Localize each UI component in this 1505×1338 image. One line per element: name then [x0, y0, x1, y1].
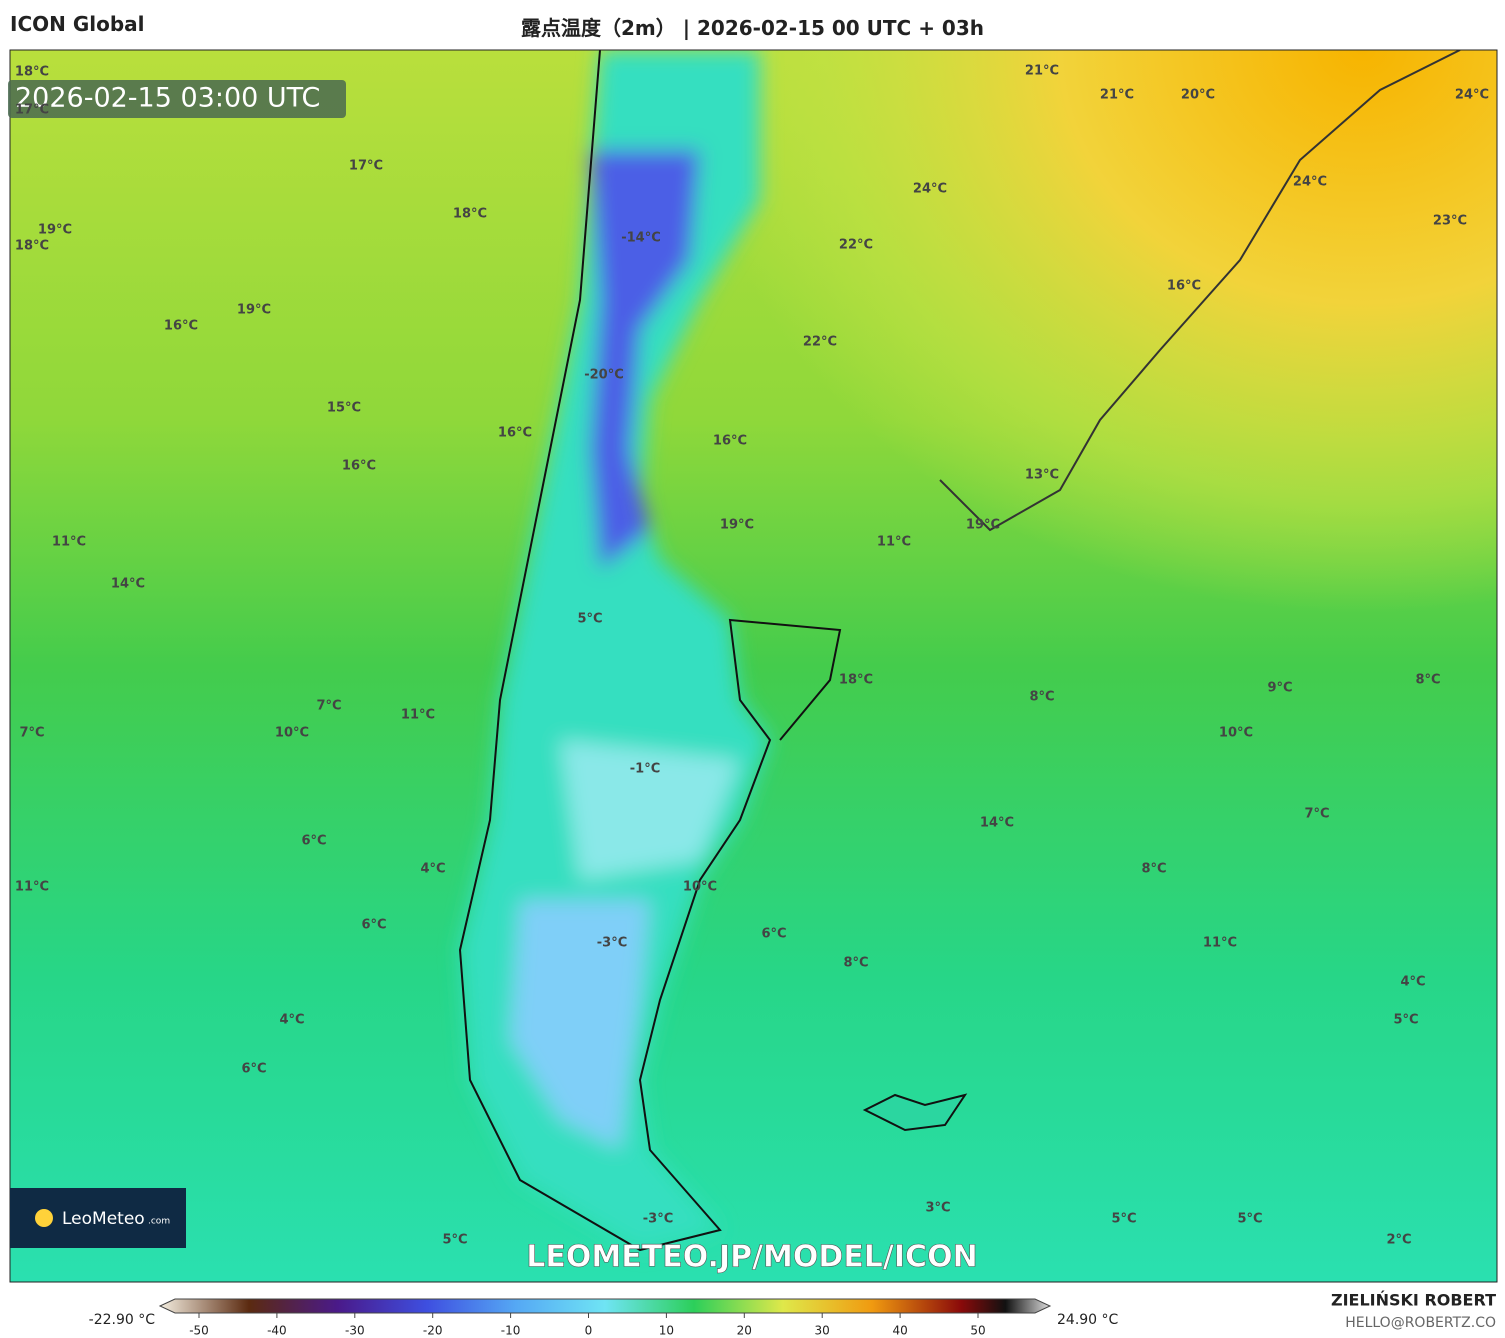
- colorbar-tick-label: 50: [970, 1324, 985, 1338]
- temperature-label: 11°C: [1203, 936, 1237, 951]
- temperature-label: 6°C: [241, 1062, 266, 1077]
- temperature-label: 24°C: [913, 182, 947, 197]
- temperature-label: 16°C: [498, 426, 532, 441]
- temperature-label: 3°C: [925, 1201, 950, 1216]
- temperature-label: 6°C: [761, 927, 786, 942]
- temperature-label: 7°C: [1304, 807, 1329, 822]
- temperature-label: -3°C: [597, 936, 627, 951]
- email: HELLO@ROBERTZ.CO: [1345, 1315, 1496, 1331]
- temperature-label: -20°C: [584, 368, 624, 383]
- temperature-label: 8°C: [1141, 862, 1166, 877]
- colorbar-max: 24.90 °C: [1057, 1312, 1119, 1328]
- coastline-east: [939, 50, 1461, 532]
- temperature-label: 17°C: [15, 103, 49, 118]
- temperature-label: -1°C: [630, 762, 660, 777]
- temperature-label: 14°C: [980, 816, 1014, 831]
- temperature-label: 10°C: [1219, 726, 1253, 741]
- temperature-label: 19°C: [237, 303, 271, 318]
- temperature-label: 22°C: [803, 335, 837, 350]
- temperature-label: 17°C: [349, 159, 383, 174]
- andes-cold: [590, 150, 700, 570]
- temperature-label: 4°C: [279, 1013, 304, 1028]
- temperature-label: 21°C: [1025, 64, 1059, 79]
- colorbar-tick-label: 10: [659, 1324, 674, 1338]
- temperature-label: 5°C: [1237, 1212, 1262, 1227]
- map-field: [10, 50, 1497, 1282]
- temperature-label: 21°C: [1100, 88, 1134, 103]
- watermark: LEOMETEO.JP/MODEL/ICON: [526, 1240, 977, 1275]
- temperature-label: 22°C: [839, 238, 873, 253]
- model-name: ICON Global: [10, 12, 145, 36]
- falklands: [862, 1093, 968, 1132]
- temperature-label: 7°C: [19, 726, 44, 741]
- temperature-label: 16°C: [1167, 279, 1201, 294]
- temperature-label: 16°C: [164, 319, 198, 334]
- temperature-label: 10°C: [275, 726, 309, 741]
- temperature-label: -14°C: [621, 231, 661, 246]
- temperature-label: 20°C: [1181, 88, 1215, 103]
- colorbar-min: -22.90 °C: [89, 1312, 156, 1328]
- colorbar-tick-label: -20: [423, 1324, 443, 1338]
- plateau: [560, 740, 740, 880]
- logo-name: LeoMeteo: [62, 1209, 145, 1229]
- temperature-label: 4°C: [1400, 975, 1425, 990]
- patagonia-cold: [510, 900, 650, 1150]
- timestamp: 2026-02-15 03:00 UTC: [15, 83, 320, 114]
- temperature-label: 15°C: [327, 401, 361, 416]
- temperature-label: 19°C: [720, 518, 754, 533]
- map-frame: [9, 49, 1498, 1283]
- temperature-label: 8°C: [843, 956, 868, 971]
- temperature-label: 7°C: [316, 699, 341, 714]
- temperature-label: 11°C: [52, 535, 86, 550]
- temperature-label: 8°C: [1029, 690, 1054, 705]
- temperature-label: 24°C: [1455, 88, 1489, 103]
- temperature-label: 19°C: [38, 223, 72, 238]
- colorbar-tick-label: 20: [737, 1324, 752, 1338]
- temperature-label: 5°C: [1111, 1212, 1136, 1227]
- logo-suffix: .com: [148, 1217, 170, 1227]
- temperature-label: 16°C: [342, 459, 376, 474]
- temperature-label: 23°C: [1433, 214, 1467, 229]
- logo-sun: [35, 1209, 53, 1227]
- temperature-label: 9°C: [1267, 681, 1292, 696]
- temperature-label: 11°C: [877, 535, 911, 550]
- colorbar-tick-label: -10: [501, 1324, 521, 1338]
- temperature-label: 18°C: [839, 673, 873, 688]
- coastline: [458, 50, 842, 1252]
- temperature-label: 6°C: [361, 918, 386, 933]
- colorbar-tick-label: 30: [815, 1324, 830, 1338]
- temperature-label: 18°C: [453, 207, 487, 222]
- temperature-label: -3°C: [643, 1212, 673, 1227]
- temperature-label: 14°C: [111, 577, 145, 592]
- temperature-label: 13°C: [1025, 468, 1059, 483]
- author: ZIELIŃSKI ROBERT: [1331, 1291, 1496, 1310]
- temperature-label: 4°C: [420, 862, 445, 877]
- map-title: 露点温度（2m） | 2026-02-15 00 UTC + 03h: [521, 16, 984, 40]
- timestamp-box: [8, 80, 346, 118]
- temperature-label: 11°C: [15, 880, 49, 895]
- colorbar: [158, 1298, 1052, 1314]
- colorbar-tick-label: 0: [585, 1324, 593, 1338]
- temperature-label: 8°C: [1415, 673, 1440, 688]
- colorbar-tick-label: -50: [189, 1324, 209, 1338]
- temperature-label: 24°C: [1293, 175, 1327, 190]
- temperature-label: 18°C: [15, 239, 49, 254]
- temperature-label: 18°C: [15, 65, 49, 80]
- temperature-label: 2°C: [1386, 1233, 1411, 1248]
- temperature-label: 10°C: [683, 880, 717, 895]
- colorbar-tick-label: -40: [267, 1324, 287, 1338]
- temperature-label: 16°C: [713, 434, 747, 449]
- temperature-label: 5°C: [442, 1233, 467, 1248]
- temperature-label: 5°C: [577, 612, 602, 627]
- temperature-label: 6°C: [301, 834, 326, 849]
- colorbar-tick-label: -30: [345, 1324, 365, 1338]
- colorbar-tick-label: 40: [892, 1324, 907, 1338]
- temperature-label: 19°C: [966, 518, 1000, 533]
- temperature-label: 5°C: [1393, 1013, 1418, 1028]
- temperature-label: 11°C: [401, 708, 435, 723]
